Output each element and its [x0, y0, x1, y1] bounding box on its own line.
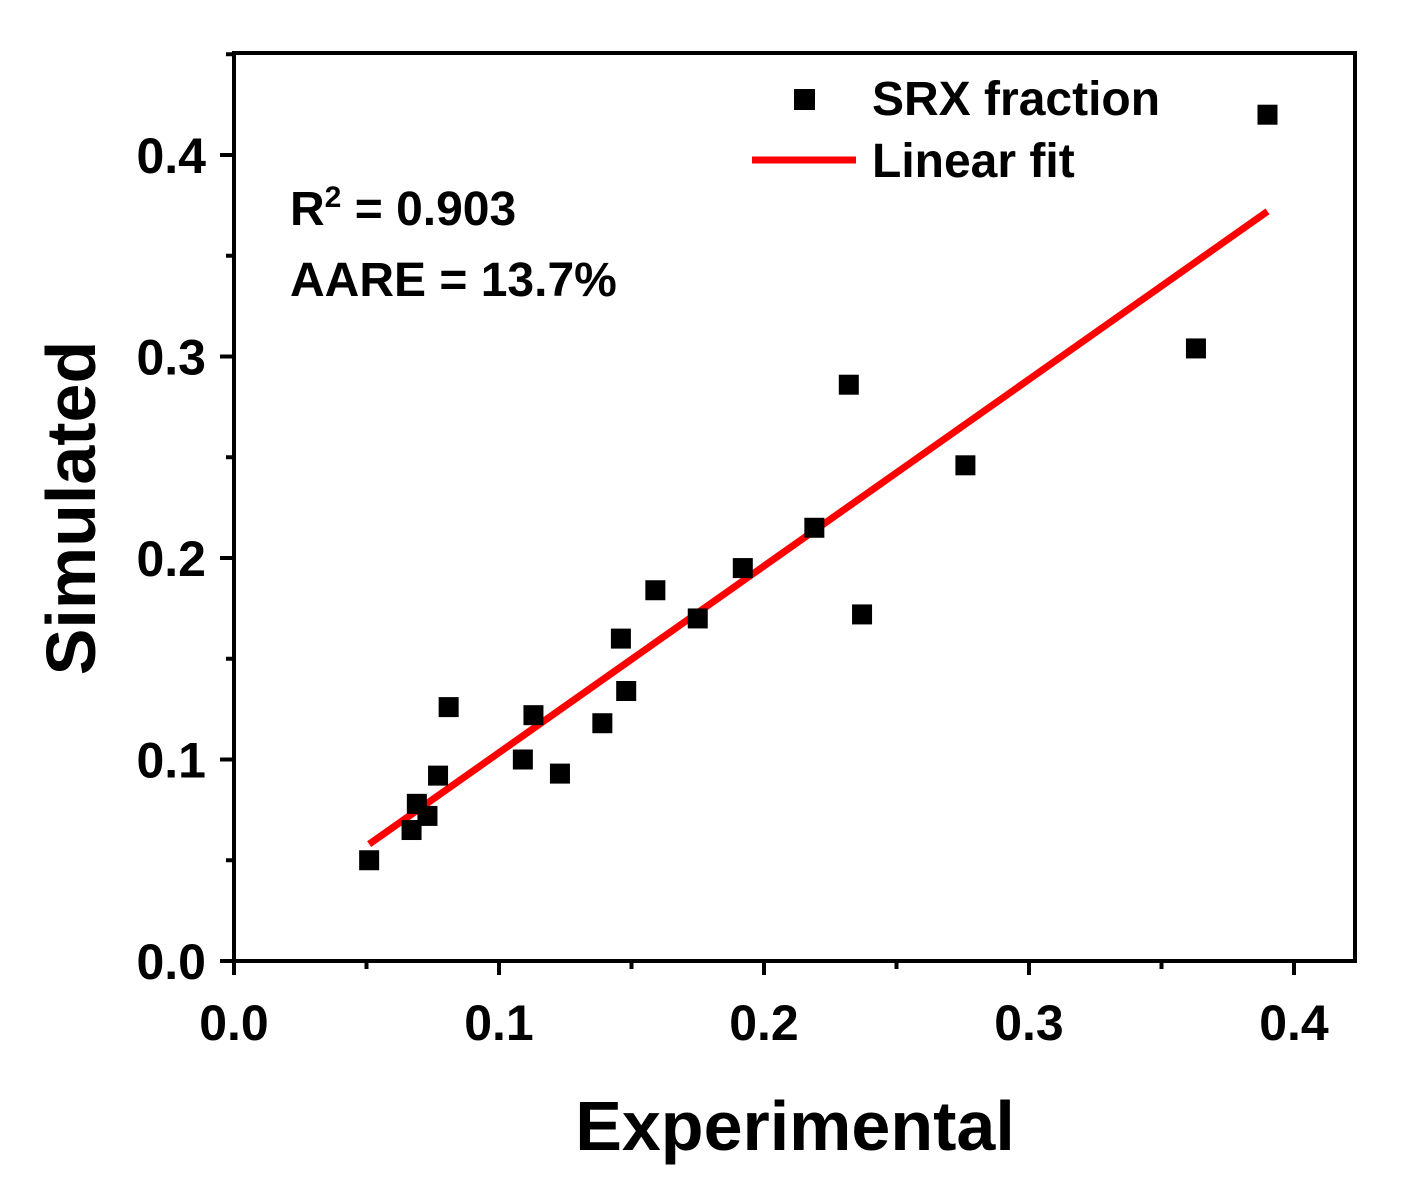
r-squared-value: = 0.903	[341, 183, 516, 236]
data-point	[359, 850, 380, 871]
data-point	[417, 805, 438, 826]
r-squared-label: R2 = 0.903	[290, 181, 516, 236]
x-tick-label: 0.3	[994, 995, 1064, 1051]
y-tick-label: 0.2	[136, 531, 206, 587]
data-point	[438, 697, 459, 718]
plot-frame	[232, 51, 1357, 963]
x-axis-title: Experimental	[575, 1087, 1015, 1165]
y-tick-label: 0.3	[136, 330, 206, 386]
legend-marker-srx	[794, 89, 815, 110]
data-point	[1257, 104, 1278, 125]
data-point	[616, 680, 637, 701]
data-point	[428, 765, 449, 786]
data-point	[955, 455, 976, 476]
data-point	[852, 604, 873, 625]
data-point	[804, 517, 825, 538]
data-point	[592, 713, 613, 734]
data-point	[732, 558, 753, 579]
statistics-annotation: R2 = 0.903 AARE = 13.7%	[290, 181, 617, 307]
data-point	[838, 374, 859, 395]
data-point	[610, 628, 631, 649]
y-tick-label: 0.1	[136, 733, 206, 789]
data-point	[512, 749, 533, 770]
r-label: R	[290, 183, 325, 236]
axis-tick-labels: 0.0 0.1 0.2 0.3 0.4 0.0 0.1 0.2 0.3 0.4	[136, 128, 1328, 1051]
x-tick-label: 0.1	[464, 995, 534, 1051]
x-tick-label: 0.0	[199, 995, 269, 1051]
y-axis-title: Simulated	[32, 341, 110, 676]
legend-label-srx: SRX fraction	[872, 73, 1160, 126]
aare-label: AARE = 13.7%	[290, 254, 617, 307]
x-tick-label: 0.4	[1259, 995, 1329, 1051]
srx-fraction-points	[359, 104, 1278, 871]
legend: SRX fraction Linear fit	[752, 73, 1160, 188]
y-tick-label: 0.0	[136, 934, 206, 990]
data-point	[523, 705, 544, 726]
data-point	[1185, 338, 1206, 359]
data-point	[645, 580, 666, 601]
x-tick-label: 0.2	[729, 995, 799, 1051]
r-squared-superscript: 2	[325, 181, 342, 214]
data-point	[687, 608, 708, 629]
legend-label-fit: Linear fit	[872, 135, 1075, 188]
data-point	[401, 820, 422, 841]
data-point	[549, 763, 570, 784]
y-tick-label: 0.4	[136, 128, 206, 184]
